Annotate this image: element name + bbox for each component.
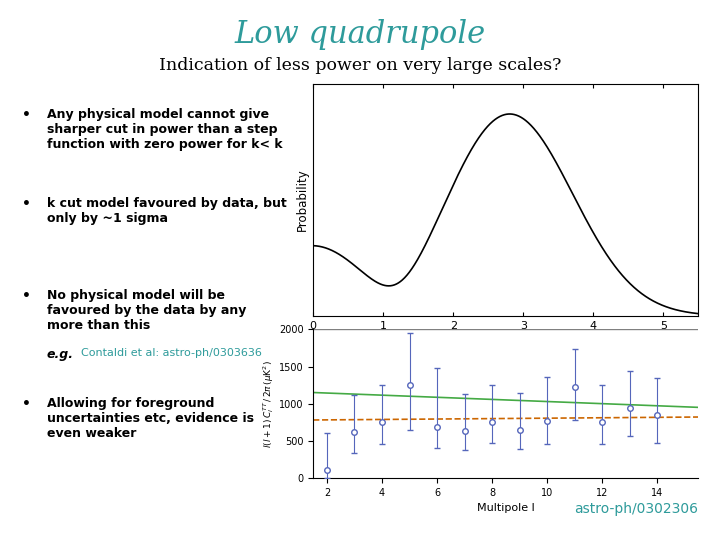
Text: Contaldi et al: astro-ph/0303636: Contaldi et al: astro-ph/0303636 (81, 348, 261, 359)
Text: Indication of less power on very large scales?: Indication of less power on very large s… (159, 57, 561, 73)
Text: e.g.: e.g. (47, 348, 74, 361)
Y-axis label: $l(l+1)\,C_l^{TT}\,/\,2\pi\,(\mu{\rm K}^2)$: $l(l+1)\,C_l^{TT}\,/\,2\pi\,(\mu{\rm K}^… (261, 360, 276, 448)
X-axis label: k$_c$ / (10$^{-2}$ Mpc$^{-1}$): k$_c$ / (10$^{-2}$ Mpc$^{-1}$) (455, 336, 557, 356)
Text: •: • (22, 397, 30, 411)
Text: •: • (22, 108, 30, 122)
Text: Low quadrupole: Low quadrupole (235, 19, 485, 50)
Text: Any physical model cannot give
sharper cut in power than a step
function with ze: Any physical model cannot give sharper c… (47, 108, 282, 151)
Text: •: • (22, 197, 30, 211)
Text: k cut model favoured by data, but
only by ~1 sigma: k cut model favoured by data, but only b… (47, 197, 287, 225)
Y-axis label: Probability: Probability (296, 168, 309, 231)
Text: Allowing for foreground
uncertainties etc, evidence is
even weaker: Allowing for foreground uncertainties et… (47, 397, 254, 440)
X-axis label: Multipole l: Multipole l (477, 503, 535, 513)
Text: •: • (22, 289, 30, 303)
Text: astro-ph/0302306: astro-ph/0302306 (575, 502, 698, 516)
Text: No physical model will be
favoured by the data by any
more than this: No physical model will be favoured by th… (47, 289, 246, 332)
